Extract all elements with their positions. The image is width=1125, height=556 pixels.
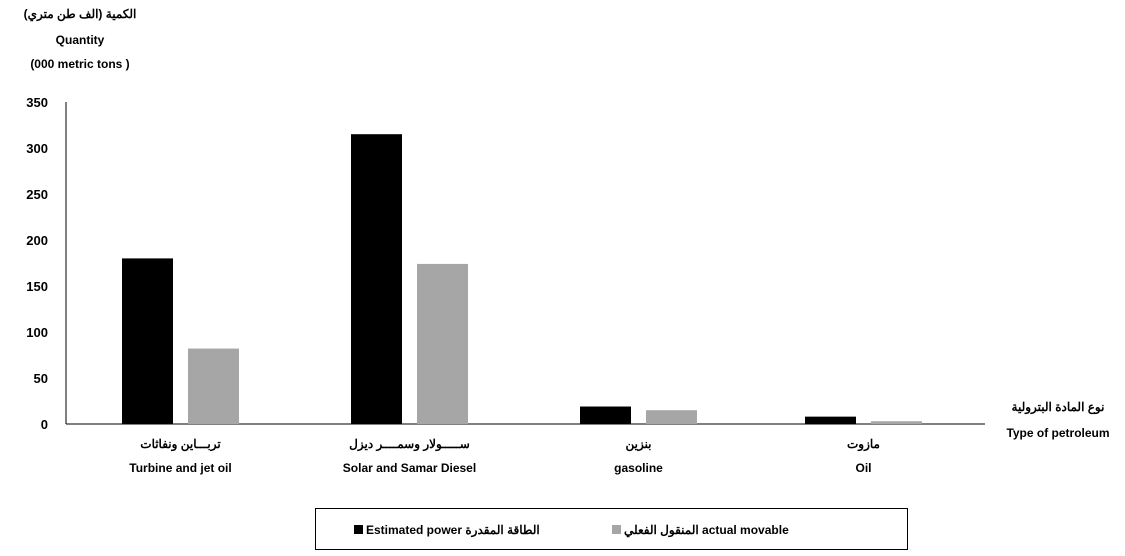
category-label-arabic: ســـــولار وسمــــر ديزل: [349, 437, 470, 452]
legend-swatch-actual: [612, 525, 621, 534]
x-title-english: Type of petroleum: [1006, 426, 1109, 440]
bar-estimated-2: [580, 406, 631, 424]
bars-group: [122, 134, 922, 424]
y-title-arabic: الكمية (الف طن متري): [24, 7, 137, 22]
category-label-english: gasoline: [614, 461, 663, 475]
y-tick-label: 150: [26, 279, 48, 294]
category-label-english: Oil: [855, 461, 871, 475]
category-label-arabic: تربـــاين ونفاثات: [140, 437, 221, 452]
category-label-arabic: مازوت: [847, 437, 880, 452]
y-title-english: Quantity: [56, 33, 105, 47]
bar-actual-1: [417, 263, 468, 424]
x-title-arabic: نوع المادة البترولية: [1012, 400, 1105, 415]
y-title-unit: (000 metric tons ): [30, 57, 129, 71]
y-tick-label: 0: [41, 417, 48, 432]
category-labels: تربـــاين ونفاثات Turbine and jet oil ســـ…: [129, 437, 880, 475]
bar-actual-3: [871, 421, 922, 424]
y-tick-label: 300: [26, 141, 48, 156]
bar-actual-0: [188, 348, 239, 424]
bar-actual-2: [646, 410, 697, 424]
bar-estimated-0: [122, 258, 173, 424]
y-tick-label: 200: [26, 233, 48, 248]
category-label-english: Solar and Samar Diesel: [343, 461, 476, 475]
legend-label-actual: المنقول الفعلي actual movable: [624, 523, 789, 538]
legend-swatch-estimated: [354, 525, 363, 534]
category-label-english: Turbine and jet oil: [129, 461, 231, 475]
legend: Estimated power الطاقة المقدرة المنقول ا…: [315, 508, 908, 550]
x-axis-title: نوع المادة البترولية Type of petroleum: [1006, 400, 1109, 440]
y-axis-ticks: 0 50 100 150 200 250 300 350: [26, 95, 48, 432]
bar-estimated-1: [351, 134, 402, 424]
y-tick-label: 250: [26, 187, 48, 202]
y-tick-label: 350: [26, 95, 48, 110]
legend-label-estimated: Estimated power الطاقة المقدرة: [366, 523, 540, 538]
y-tick-label: 50: [34, 371, 48, 386]
y-axis-title: الكمية (الف طن متري) Quantity (000 metri…: [24, 7, 137, 71]
bar-estimated-3: [805, 416, 856, 424]
category-label-arabic: بنزين: [625, 437, 651, 452]
y-tick-label: 100: [26, 325, 48, 340]
